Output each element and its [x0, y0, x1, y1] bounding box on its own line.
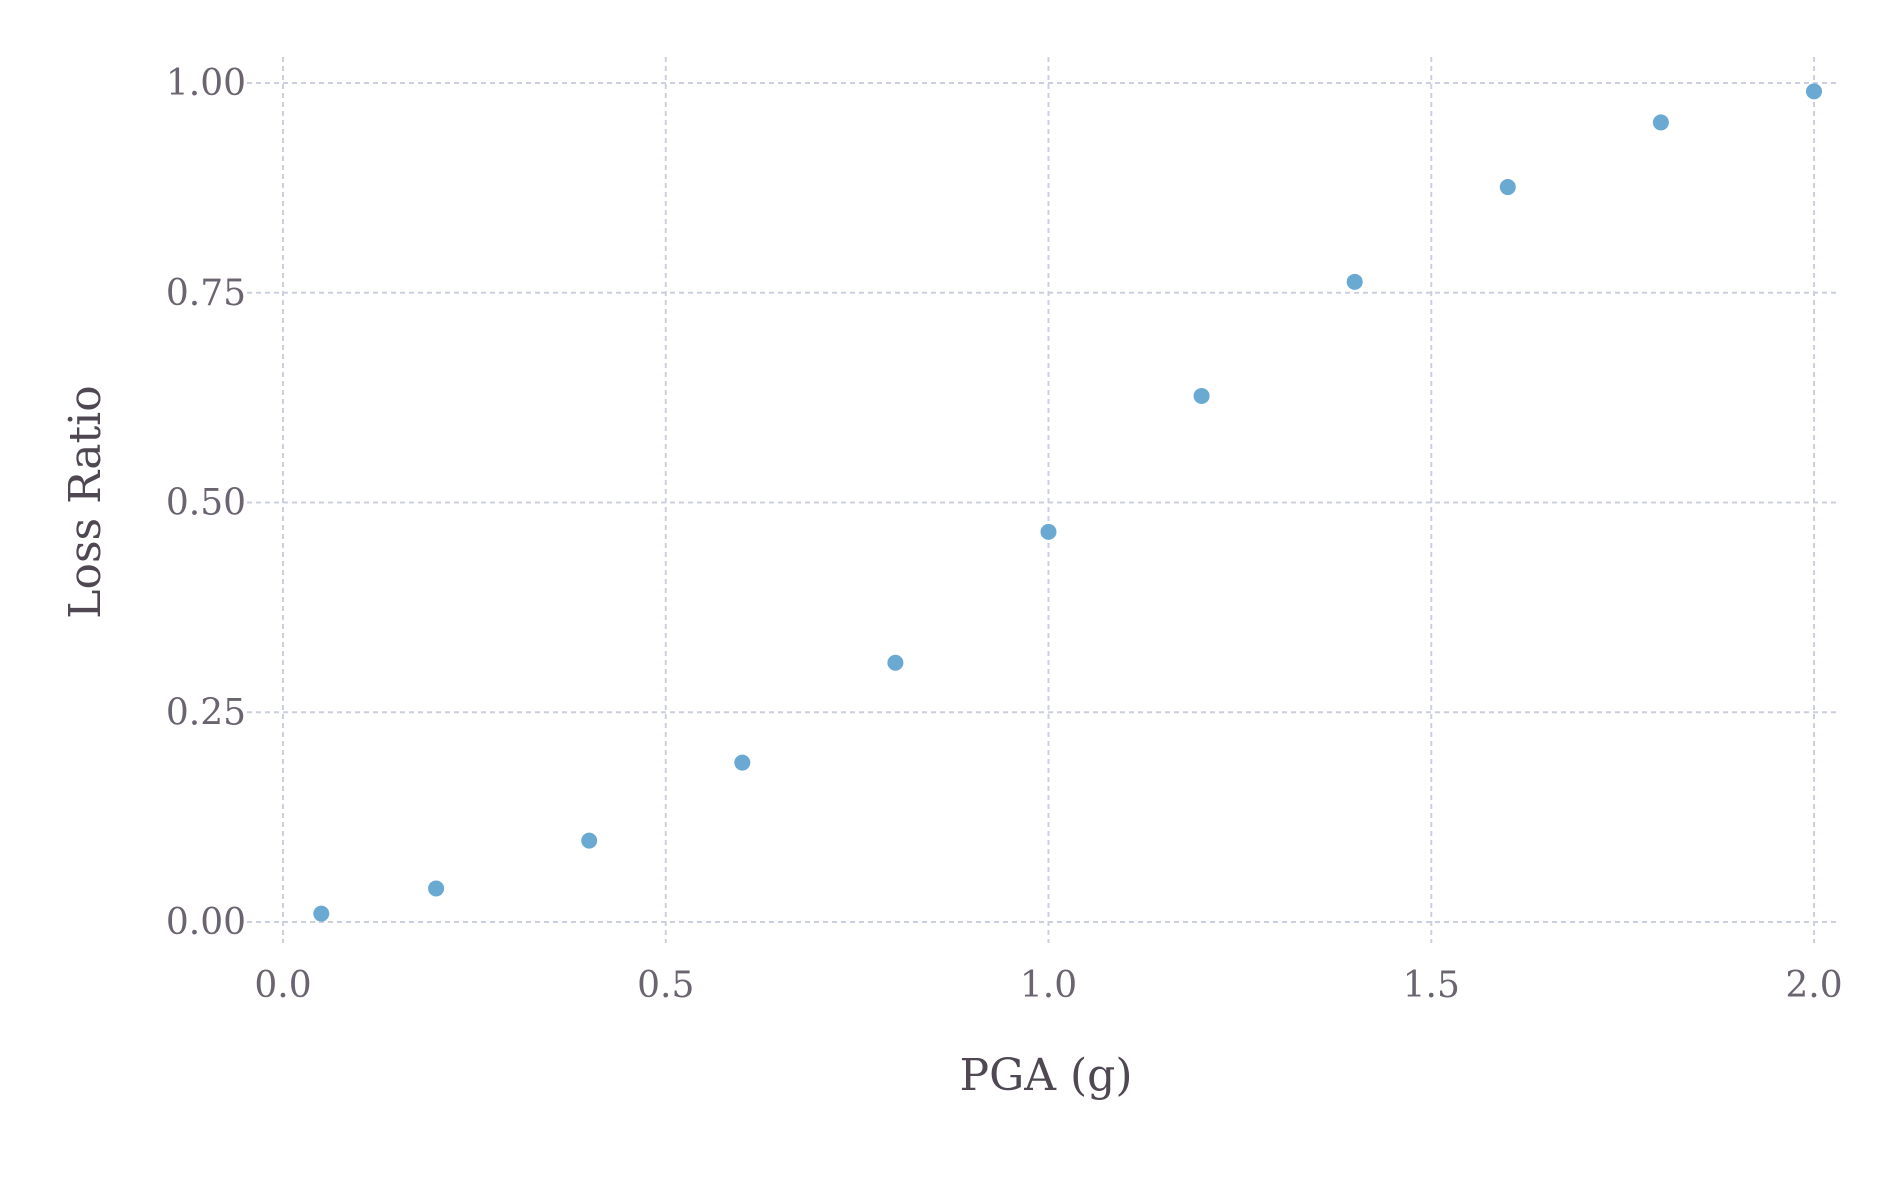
data-point	[1652, 114, 1669, 131]
y-axis-label: Loss Ratio	[60, 385, 111, 618]
x-tick-label: 1.5	[1403, 965, 1460, 1006]
data-points	[313, 83, 1822, 922]
y-tick-label: 0.50	[166, 483, 246, 524]
data-point	[734, 754, 751, 771]
horizontal-grid-lines	[247, 82, 1840, 923]
y-tick-label: 0.75	[166, 273, 246, 314]
data-point	[1040, 523, 1057, 540]
x-tick-label: 1.0	[1020, 965, 1077, 1006]
x-tick-label: 0.0	[254, 965, 311, 1006]
data-point	[581, 832, 598, 849]
data-point	[313, 905, 330, 922]
data-point	[1193, 387, 1210, 404]
data-point	[1499, 179, 1516, 196]
y-tick-label: 0.00	[166, 902, 246, 943]
y-tick-label: 0.25	[166, 692, 246, 733]
x-axis-tick-labels: 0.0 0.5 1.0 1.5 2.0	[254, 965, 1842, 1006]
x-tick-label: 2.0	[1785, 965, 1842, 1006]
data-point	[428, 880, 445, 897]
data-point	[1346, 273, 1363, 290]
y-tick-label: 1.00	[166, 63, 246, 104]
x-tick-label: 0.5	[637, 965, 694, 1006]
data-point	[1806, 83, 1822, 100]
x-axis-label: PGA (g)	[959, 1050, 1132, 1101]
vertical-grid-lines	[282, 57, 1815, 943]
data-point	[887, 654, 904, 671]
y-axis-tick-labels: 0.00 0.25 0.50 0.75 1.00	[166, 63, 246, 943]
